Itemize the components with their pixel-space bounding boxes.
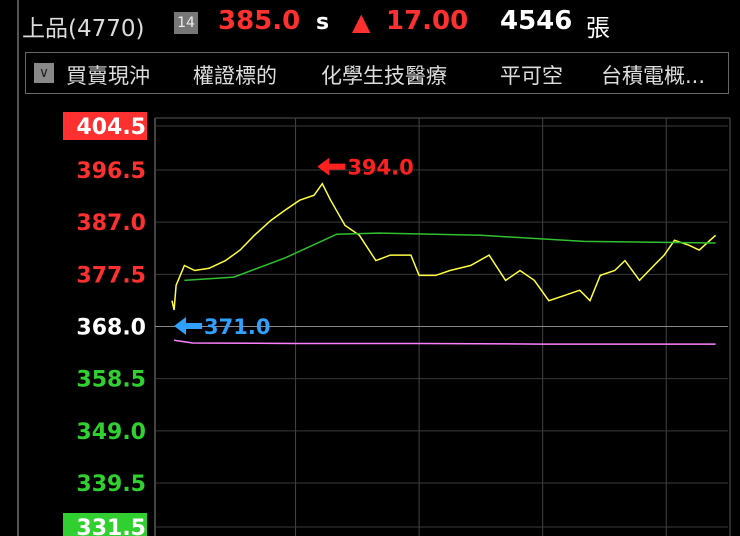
badge: 14 xyxy=(174,12,198,34)
tag[interactable]: 平可空 xyxy=(500,64,563,88)
y-tick-label: 349.0 xyxy=(76,420,146,445)
tag[interactable]: 買賣現沖 xyxy=(66,64,150,88)
change: 17.00 xyxy=(386,6,469,36)
y-tick-label: 387.0 xyxy=(76,211,146,236)
y-tick-label: 368.0 xyxy=(76,316,146,341)
price: 385.0 xyxy=(218,6,301,36)
volume: 4546 xyxy=(500,6,573,36)
dropdown[interactable]: ∨ xyxy=(34,63,54,83)
annotation-arrow xyxy=(174,317,203,336)
annotation-arrow xyxy=(317,157,346,176)
y-tick-label: 339.5 xyxy=(76,472,146,497)
header: 上品(4770) 14 385.0 s ▲ 17.00 4546 張 xyxy=(0,0,740,46)
y-tick-label: 358.5 xyxy=(76,368,146,393)
stock-name: 上品(4770) xyxy=(22,16,145,42)
volume-unit: 張 xyxy=(586,14,610,42)
tag[interactable]: 權證標的 xyxy=(193,64,277,88)
y-tick-label: 404.5 xyxy=(76,115,146,140)
tag-bar: ∨ 買賣現沖 權證標的 化學生技醫療 平可空 台積電概... xyxy=(25,52,729,94)
y-tick-box xyxy=(63,513,147,536)
y-tick-label: 396.5 xyxy=(76,159,146,184)
tag[interactable]: 台積電概... xyxy=(601,64,706,88)
y-tick-box xyxy=(63,112,147,140)
annotation-label: 394.0 xyxy=(347,156,413,180)
price-flag: s xyxy=(316,10,330,35)
y-tick-label: 331.5 xyxy=(76,516,146,536)
tag[interactable]: 化學生技醫療 xyxy=(321,64,447,88)
price-line xyxy=(171,182,717,311)
y-tick-label: 377.5 xyxy=(76,263,146,288)
price-line xyxy=(184,232,716,282)
price-line xyxy=(173,339,716,345)
annotation-label: 371.0 xyxy=(204,315,270,339)
up-arrow: ▲ xyxy=(352,8,371,36)
